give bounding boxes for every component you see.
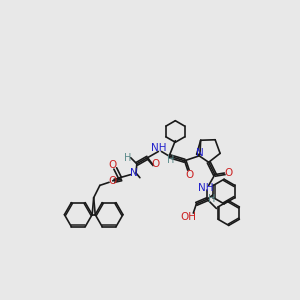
Text: H: H <box>167 155 174 165</box>
Text: H: H <box>208 194 215 204</box>
Text: O: O <box>108 160 116 170</box>
Text: O: O <box>108 176 116 186</box>
Text: N: N <box>130 168 138 178</box>
Text: H: H <box>124 153 131 163</box>
Text: O: O <box>225 168 233 178</box>
Text: NH: NH <box>151 143 166 153</box>
Text: O: O <box>151 159 159 169</box>
Text: NH: NH <box>198 184 213 194</box>
Text: OH: OH <box>181 212 197 222</box>
Text: O: O <box>185 169 193 180</box>
Text: N: N <box>196 148 204 158</box>
